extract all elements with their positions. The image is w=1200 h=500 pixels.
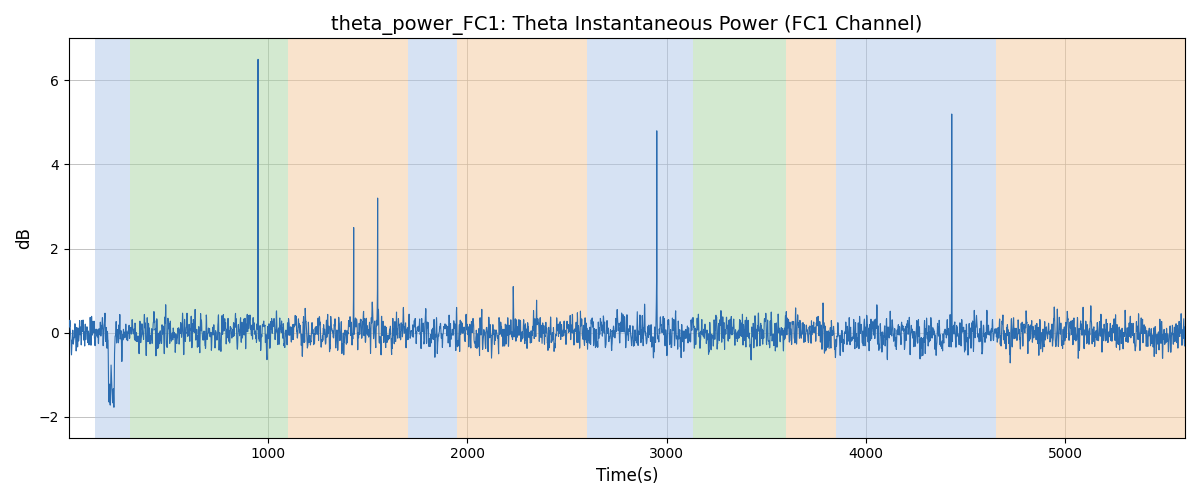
Bar xyxy=(836,38,996,438)
Bar xyxy=(131,38,288,438)
X-axis label: Time(s): Time(s) xyxy=(595,467,658,485)
Bar xyxy=(1026,38,1186,438)
Bar xyxy=(457,38,587,438)
Y-axis label: dB: dB xyxy=(16,227,34,249)
Bar xyxy=(996,38,1026,438)
Bar xyxy=(692,38,786,438)
Bar xyxy=(408,38,457,438)
Bar xyxy=(677,38,692,438)
Bar xyxy=(786,38,836,438)
Title: theta_power_FC1: Theta Instantaneous Power (FC1 Channel): theta_power_FC1: Theta Instantaneous Pow… xyxy=(331,15,923,35)
Bar xyxy=(288,38,408,438)
Bar xyxy=(95,38,131,438)
Bar xyxy=(587,38,677,438)
